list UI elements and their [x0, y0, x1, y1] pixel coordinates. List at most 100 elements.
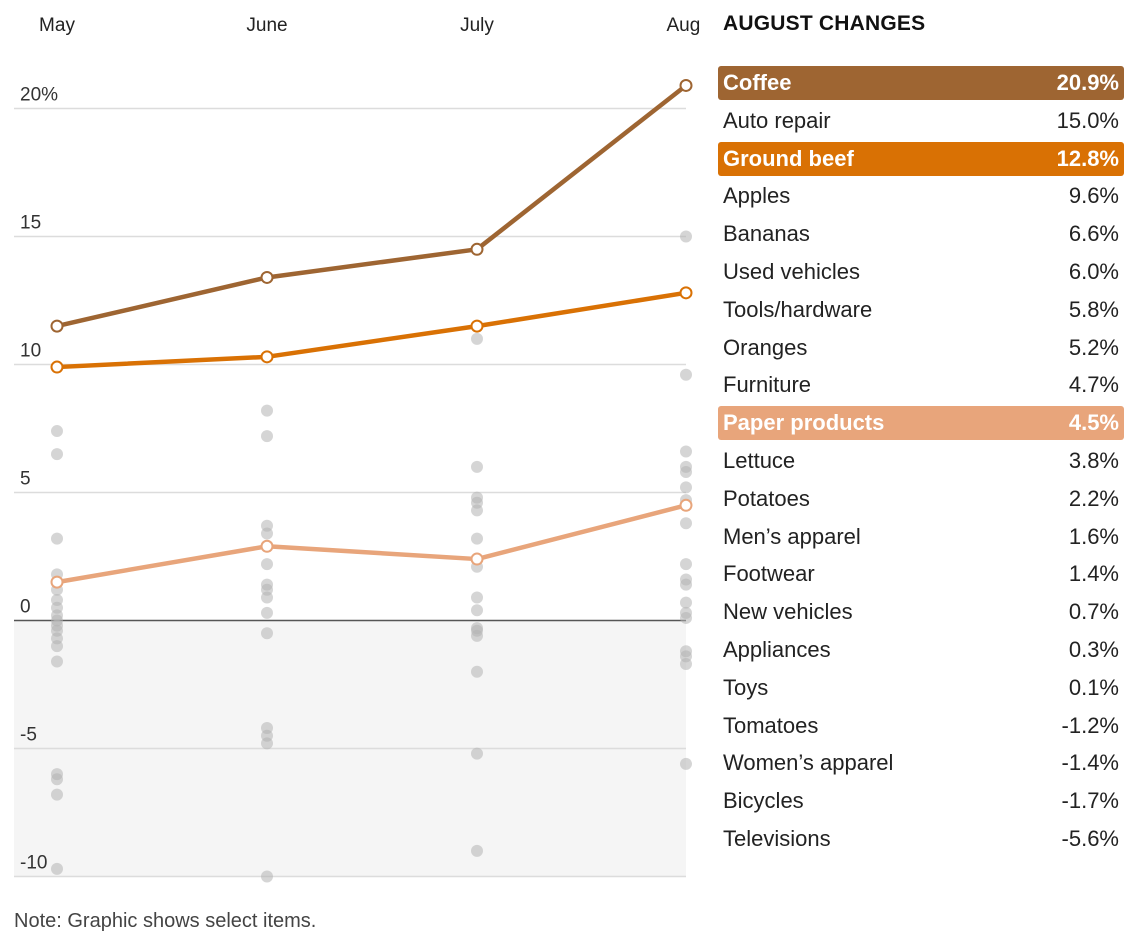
item-label: Appliances	[723, 636, 831, 662]
item-value: 4.7%	[1068, 372, 1119, 398]
august-change-row: Lettuce 3.8%	[718, 444, 1124, 478]
item-value: 0.3%	[1068, 636, 1119, 662]
item-label: Apples	[723, 183, 791, 209]
item-dot	[471, 532, 483, 545]
item-dot	[471, 591, 483, 604]
item-label: New vehicles	[723, 599, 853, 625]
chart-note: Note: Graphic shows select items.	[14, 910, 317, 932]
item-label: Lettuce	[723, 447, 796, 473]
item-dot	[680, 578, 692, 591]
series-point	[470, 242, 484, 256]
item-label: Toys	[723, 674, 769, 700]
item-dot	[471, 504, 483, 517]
item-dot	[261, 606, 273, 619]
item-dot	[51, 640, 63, 653]
august-change-row: Furniture 4.7%	[718, 368, 1124, 402]
item-value: -5.6%	[1061, 825, 1119, 851]
y-tick-label: 0	[20, 597, 31, 618]
item-dot	[261, 627, 273, 640]
august-change-row: Toys 0.1%	[718, 671, 1124, 705]
item-label: Footwear	[723, 561, 815, 587]
series-line-ground-beef	[54, 290, 689, 370]
item-value: 1.4%	[1068, 561, 1119, 587]
series-point	[470, 552, 484, 566]
y-tick-label: 5	[20, 469, 31, 490]
item-dot	[51, 448, 63, 461]
item-value: 6.6%	[1068, 221, 1119, 247]
series-point	[50, 360, 64, 374]
august-change-row: Tools/hardware 5.8%	[718, 293, 1124, 327]
item-dot	[680, 757, 692, 770]
item-dot	[261, 527, 273, 540]
august-change-row: Paper products 4.5%	[718, 406, 1124, 441]
item-dot	[471, 747, 483, 760]
item-value: -1.7%	[1061, 788, 1119, 814]
item-dot	[680, 611, 692, 624]
august-changes-list: Coffee 20.9% Auto repair 15.0% Ground beef 12…	[718, 66, 1124, 860]
item-dot	[51, 788, 63, 801]
series-line-coffee	[54, 83, 689, 329]
item-dot	[680, 466, 692, 479]
price-change-chart: 20% 15 10 5 0 -5 -10 May June July Aug.	[14, 15, 700, 883]
item-label: Tools/hardware	[723, 296, 873, 322]
item-dot	[471, 460, 483, 473]
item-value: 15.0%	[1056, 107, 1119, 133]
item-dot	[471, 665, 483, 678]
item-value: 1.6%	[1068, 523, 1119, 549]
item-label: Used vehicles	[723, 258, 860, 284]
item-dot	[680, 230, 692, 243]
x-tick-label: Aug.	[666, 15, 700, 36]
item-dot	[471, 332, 483, 345]
series-point	[50, 575, 64, 589]
item-dot	[51, 425, 63, 438]
item-dot	[680, 596, 692, 609]
item-value: 12.8%	[1056, 145, 1119, 171]
highlighted-series-lines	[54, 83, 689, 585]
item-dot	[680, 558, 692, 571]
august-change-row: Men’s apparel 1.6%	[718, 520, 1124, 554]
item-dot	[261, 737, 273, 750]
series-point	[260, 270, 274, 284]
august-change-row: Oranges 5.2%	[718, 331, 1124, 365]
item-label: Auto repair	[723, 107, 831, 133]
y-tick-label: 15	[20, 213, 41, 234]
august-change-row: Auto repair 15.0%	[718, 104, 1124, 138]
x-tick-label: July	[460, 15, 494, 36]
series-point	[470, 319, 484, 333]
item-dot	[680, 445, 692, 458]
series-point	[679, 286, 693, 300]
august-change-row: Footwear 1.4%	[718, 557, 1124, 591]
item-dot	[261, 870, 273, 883]
item-label: Bananas	[723, 221, 810, 247]
item-label: Ground beef	[723, 145, 854, 171]
x-axis-month-labels: May June July Aug.	[39, 15, 700, 36]
series-line-paper-products	[54, 503, 689, 585]
item-label: Televisions	[723, 825, 831, 851]
item-dot	[680, 658, 692, 671]
item-value: 0.7%	[1068, 599, 1119, 625]
august-change-row: Ground beef 12.8%	[718, 141, 1124, 176]
item-value: 4.5%	[1068, 410, 1119, 436]
item-dot	[680, 517, 692, 530]
series-point	[50, 319, 64, 333]
item-label: Tomatoes	[723, 712, 819, 738]
item-dot	[51, 532, 63, 545]
series-point	[260, 350, 274, 364]
item-value: 9.6%	[1068, 183, 1119, 209]
item-value: -1.4%	[1061, 750, 1119, 776]
item-dot	[51, 773, 63, 786]
august-change-row: Bananas 6.6%	[718, 217, 1124, 251]
other-items-dots	[51, 230, 692, 883]
item-dot	[51, 655, 63, 668]
item-dot	[680, 368, 692, 381]
august-change-row: Apples 9.6%	[718, 179, 1124, 213]
y-tick-label: 20%	[20, 85, 58, 106]
item-dot	[471, 629, 483, 642]
y-tick-label: -5	[20, 725, 37, 746]
item-value: 6.0%	[1068, 258, 1119, 284]
august-change-row: Appliances 0.3%	[718, 633, 1124, 667]
item-label: Women’s apparel	[723, 750, 894, 776]
item-label: Paper products	[723, 410, 885, 436]
item-dot	[261, 591, 273, 604]
x-tick-label: May	[39, 15, 75, 36]
